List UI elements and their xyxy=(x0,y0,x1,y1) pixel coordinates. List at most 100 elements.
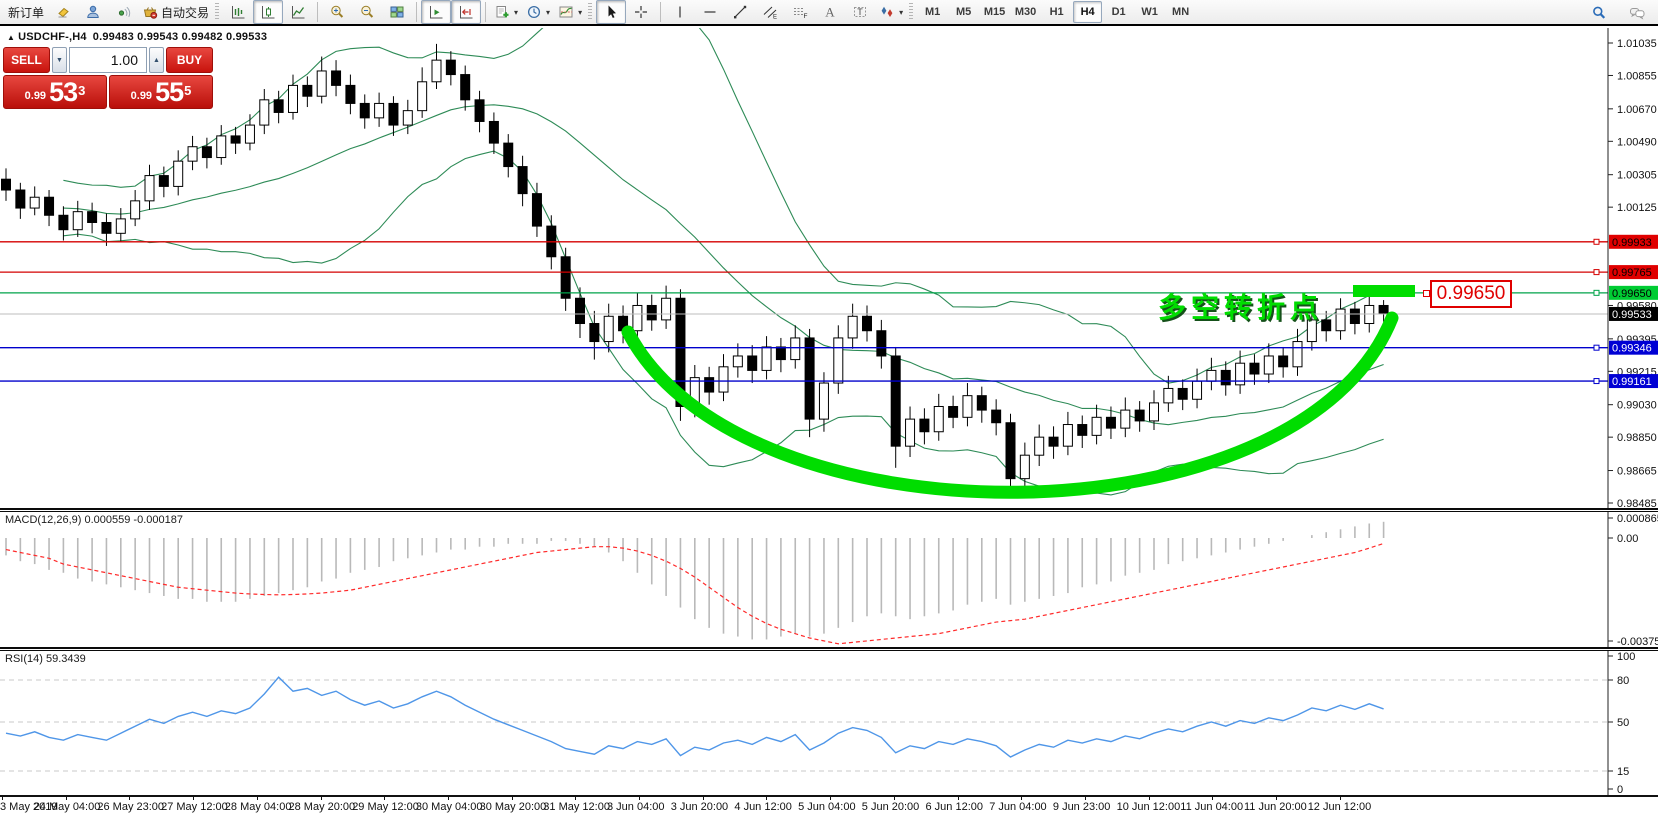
candle xyxy=(1163,375,1174,412)
chevron-down-icon: ▾ xyxy=(514,7,519,17)
svg-text:E: E xyxy=(773,15,777,21)
chart-quotes-label: 0.99483 0.99543 0.99482 0.99533 xyxy=(92,31,268,43)
candle xyxy=(1249,354,1260,385)
search-icon-button[interactable] xyxy=(1584,1,1614,25)
line-chart-button[interactable] xyxy=(283,0,313,24)
timeframe-m30-button[interactable]: M30 xyxy=(1014,6,1037,18)
rsi-label: RSI(14) 59.3439 xyxy=(5,653,86,665)
time-label: 12 Jun 12:00 xyxy=(1307,801,1372,813)
vertical-line-button[interactable] xyxy=(665,0,695,24)
time-label: 26 May 23:00 xyxy=(97,801,165,813)
equidistant-channel-button[interactable]: E xyxy=(755,0,785,24)
text-button[interactable]: A xyxy=(815,0,845,24)
time-axis[interactable]: 3 May 2019 24 May 04:00 26 May 23:00 27 May… xyxy=(0,795,1658,817)
timeframe-h1-button[interactable]: H1 xyxy=(1049,6,1064,18)
crosshair-button[interactable] xyxy=(626,0,656,24)
time-tick xyxy=(766,797,768,800)
timeframe-d1-button[interactable]: D1 xyxy=(1111,6,1126,18)
auto-trading-button[interactable]: 自动交易 xyxy=(138,0,213,24)
line-handle[interactable] xyxy=(1593,378,1600,385)
svg-text:0.00: 0.00 xyxy=(1617,533,1638,545)
time-tick xyxy=(384,797,386,800)
auto-scroll-button[interactable] xyxy=(421,0,452,24)
fibonacci-button[interactable]: F xyxy=(785,0,815,24)
line-handle[interactable] xyxy=(1593,269,1600,276)
text-label-button[interactable]: T xyxy=(845,0,875,24)
time-tick xyxy=(639,797,640,800)
eraser-icon-button[interactable] xyxy=(48,0,78,24)
line-handle[interactable] xyxy=(1593,238,1600,245)
panel-divider[interactable] xyxy=(0,508,1658,512)
timeframe-m5-button[interactable]: M5 xyxy=(955,6,972,18)
period-button[interactable]: ▾ xyxy=(522,0,554,24)
new-order-button[interactable]: 新订单 xyxy=(8,5,45,20)
candle xyxy=(15,182,26,219)
timeframe-h4-button[interactable]: H4 xyxy=(1073,1,1103,23)
panel-divider[interactable] xyxy=(0,647,1658,651)
svg-text:A: A xyxy=(825,5,835,20)
toolbar-separator xyxy=(416,2,418,22)
sell-button[interactable]: SELL xyxy=(3,47,50,73)
bar-chart-button[interactable] xyxy=(223,0,253,24)
candle xyxy=(1120,397,1131,438)
profile-icon-button[interactable] xyxy=(78,0,108,24)
time-label: 5 Jun 20:00 xyxy=(861,801,920,813)
svg-text:100: 100 xyxy=(1617,651,1635,663)
new-chart-button[interactable]: ▾ xyxy=(490,0,522,24)
chart-shift-button[interactable] xyxy=(451,0,482,24)
time-tick xyxy=(193,797,195,800)
macd-panel[interactable]: 0.000865 0.00 -0.003753 xyxy=(0,512,1658,647)
timeframe-w1-button[interactable]: W1 xyxy=(1141,6,1158,18)
svg-text:1.00125: 1.00125 xyxy=(1617,202,1657,214)
time-label: 7 Jun 04:00 xyxy=(989,801,1047,813)
trendline-icon xyxy=(734,5,747,19)
candle xyxy=(1292,328,1303,376)
main-chart[interactable]: 1.010351.008551.006701.004901.003051.001… xyxy=(0,28,1658,508)
comments-icon xyxy=(1630,8,1645,20)
line-handle[interactable] xyxy=(1593,344,1600,351)
buy-button[interactable]: BUY xyxy=(166,47,213,73)
timeframe-m1-button[interactable]: M1 xyxy=(924,6,941,18)
green-level-marker[interactable] xyxy=(1353,285,1415,297)
volume-decrease-button[interactable]: ▼ xyxy=(52,47,67,73)
price-callout-box[interactable]: 0.99650 xyxy=(1430,280,1512,308)
sell-price-pip: 3 xyxy=(78,83,86,98)
rounding-bottom-arc[interactable] xyxy=(621,311,1399,499)
candle xyxy=(1105,406,1116,439)
candle xyxy=(1048,426,1059,459)
svg-text:1.00490: 1.00490 xyxy=(1617,136,1657,148)
line-handle[interactable] xyxy=(1593,289,1600,296)
comments-icon-button[interactable] xyxy=(1622,1,1652,25)
timeframe-m15-button[interactable]: M15 xyxy=(983,6,1006,18)
candle xyxy=(316,56,327,104)
sell-price-button[interactable]: 0.99 53 3 xyxy=(3,75,107,109)
zoom-in-icon xyxy=(331,5,344,18)
svg-text:F: F xyxy=(804,13,808,20)
buy-price-button[interactable]: 0.99 55 5 xyxy=(109,75,213,109)
broadcast-icon-button[interactable] xyxy=(108,0,138,24)
cursor-button[interactable] xyxy=(596,0,627,24)
candle xyxy=(560,247,571,311)
trendline-button[interactable] xyxy=(725,0,755,24)
zoom-in-button[interactable] xyxy=(322,0,352,24)
rsi-panel[interactable]: 100 80 50 15 0 xyxy=(0,651,1658,795)
collapse-triangle-icon[interactable]: ▲ xyxy=(7,33,16,42)
indicators-button[interactable]: ▾ xyxy=(554,0,586,24)
chart-shift-icon xyxy=(460,6,473,19)
svg-text:0.98665: 0.98665 xyxy=(1617,466,1657,478)
timeframe-mn-button[interactable]: MN xyxy=(1172,6,1190,18)
callout-handle[interactable] xyxy=(1423,290,1430,297)
volume-increase-button[interactable]: ▲ xyxy=(149,47,164,73)
candle xyxy=(919,408,930,445)
zoom-out-button[interactable] xyxy=(352,0,382,24)
candlestick-chart-button[interactable] xyxy=(253,0,284,24)
svg-text:80: 80 xyxy=(1617,675,1629,687)
volume-input[interactable]: 1.00 xyxy=(69,47,147,73)
candle xyxy=(790,325,801,369)
candle xyxy=(1091,404,1102,445)
macd-signal-line xyxy=(5,542,1384,645)
horizontal-line-button[interactable] xyxy=(695,0,725,24)
candle xyxy=(72,200,83,237)
arrows-button[interactable]: ▾ xyxy=(875,0,907,24)
tile-windows-button[interactable] xyxy=(382,0,412,24)
